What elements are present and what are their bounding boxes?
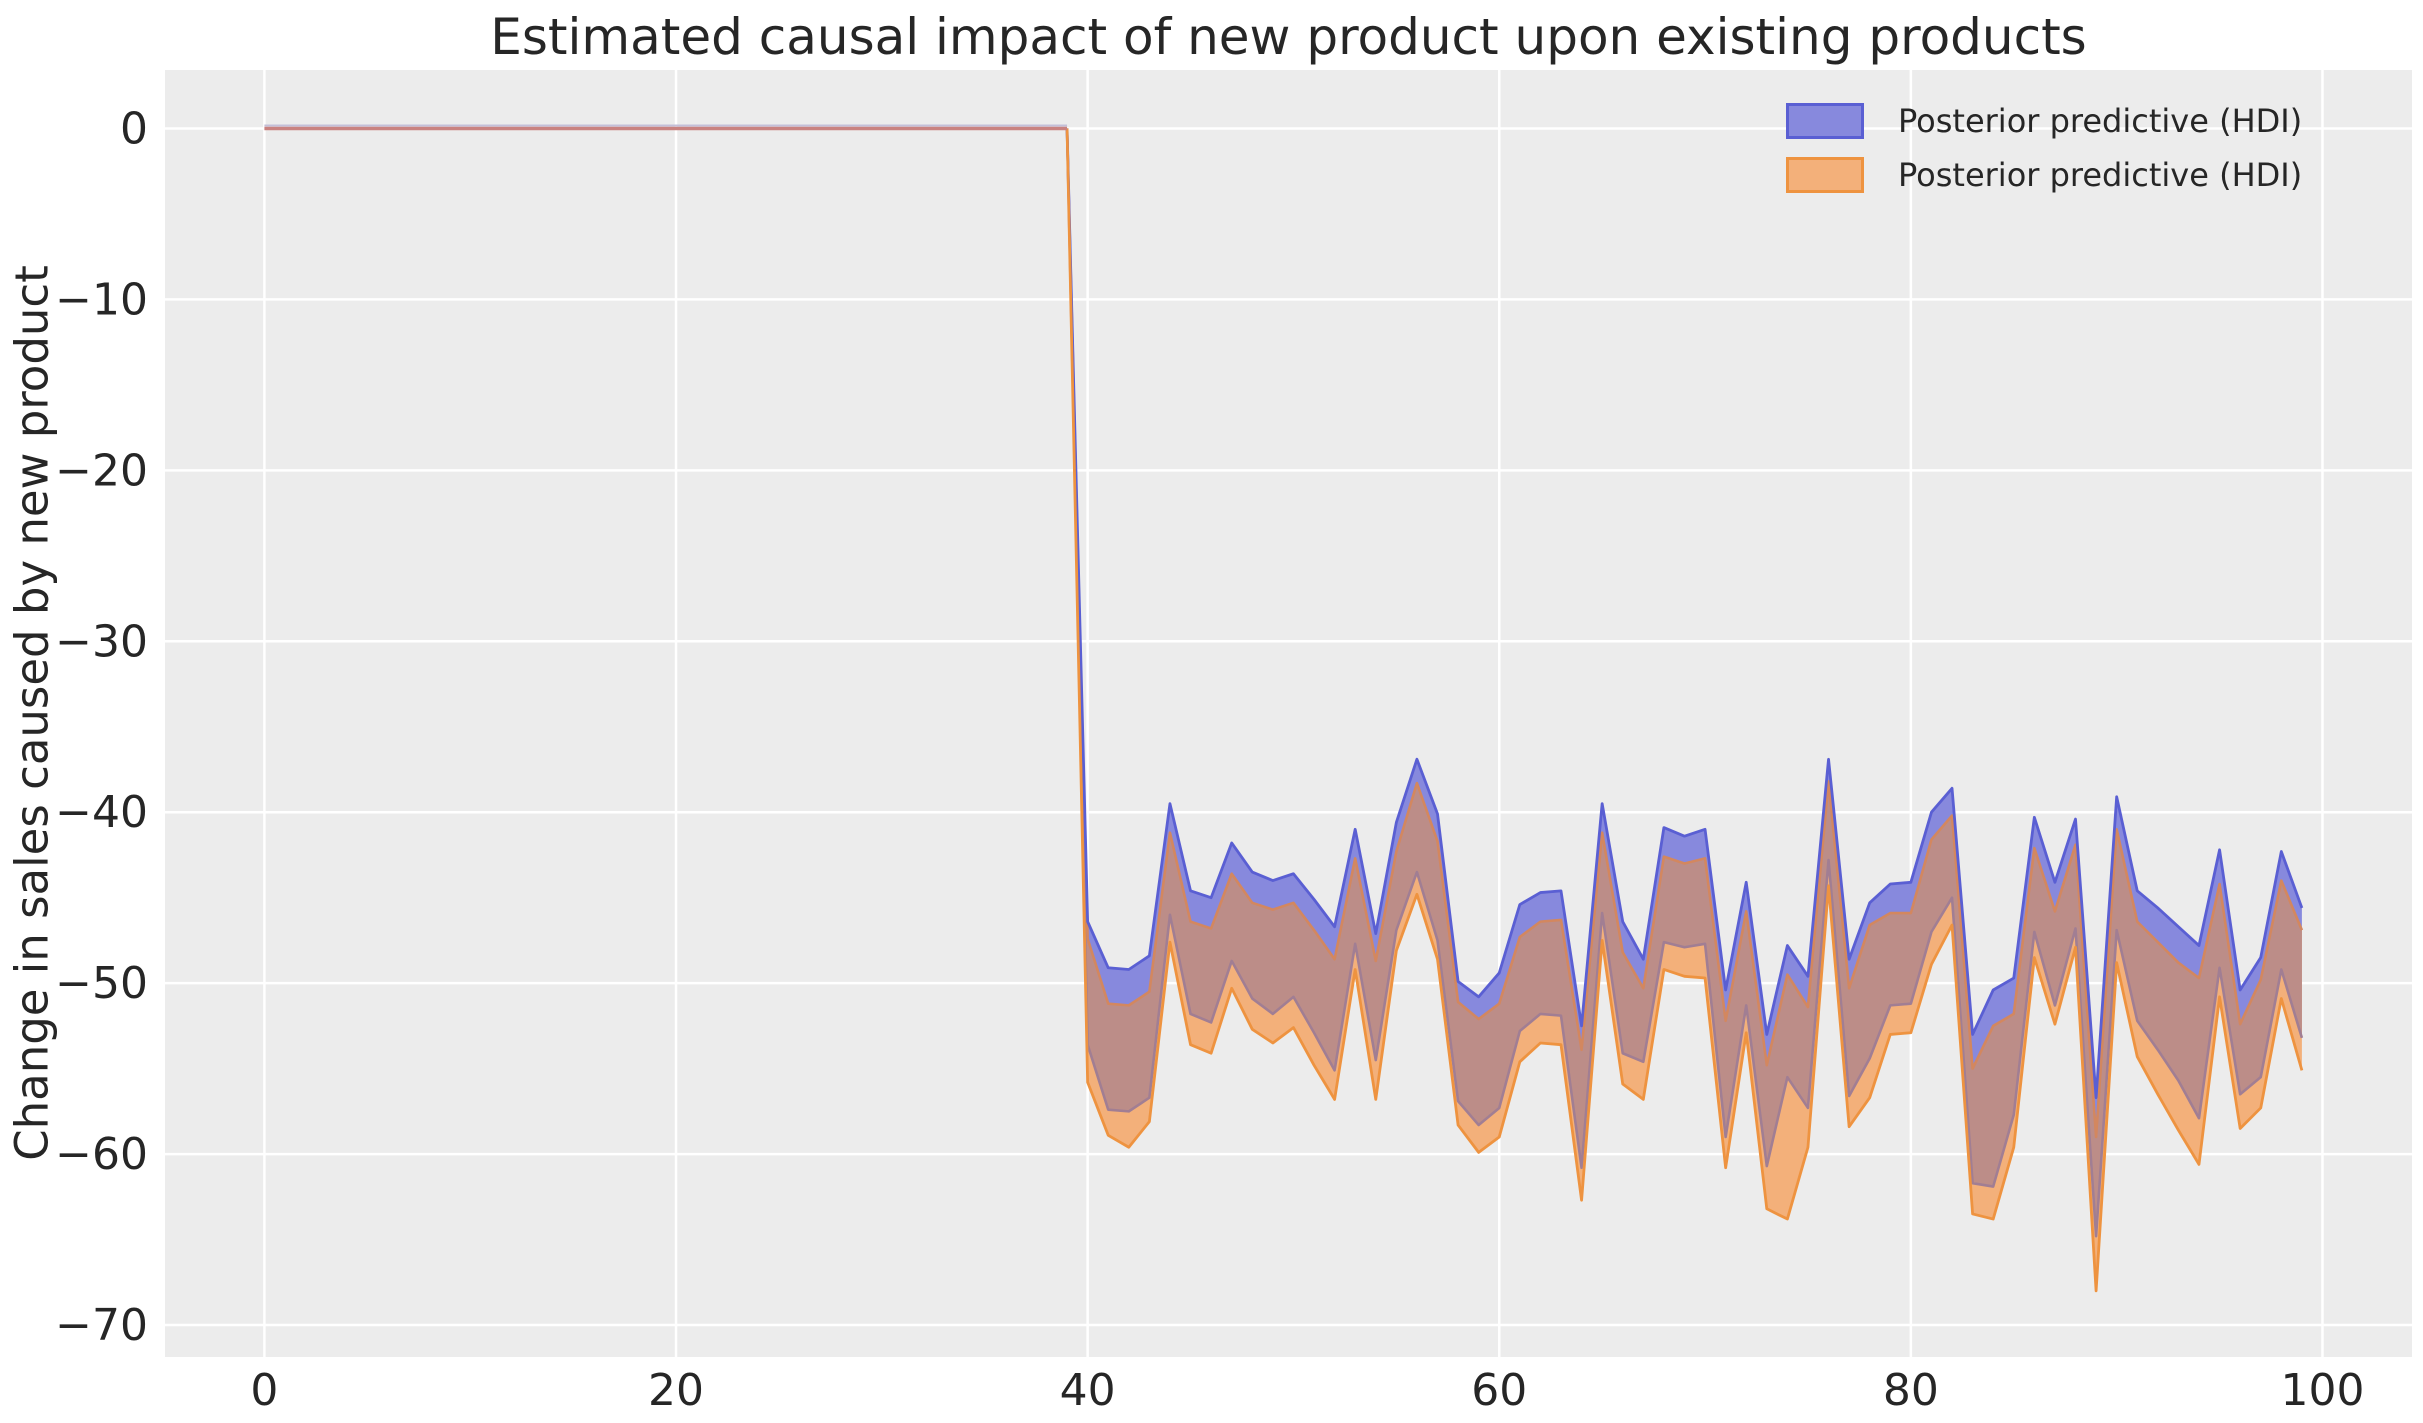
- legend-swatch-blue: [1786, 103, 1864, 139]
- blue-band-upper-edge: [1065, 128, 2304, 1100]
- band-blue: [264, 128, 2302, 1237]
- orange-band-lower-edge: [1065, 128, 2304, 1293]
- y-axis-label: Change in sales caused by new product: [5, 265, 59, 1161]
- legend-label: Posterior predictive (HDI): [1898, 156, 2303, 194]
- x-tick-label: 60: [1471, 1365, 1527, 1416]
- y-tick-label: −70: [55, 1300, 148, 1351]
- y-tick-label: −20: [55, 445, 148, 496]
- x-tick-label: 100: [2280, 1365, 2364, 1416]
- legend-item: Posterior predictive (HDI): [1786, 156, 2302, 194]
- legend-item: Posterior predictive (HDI): [1786, 102, 2302, 140]
- y-tick-label: −30: [55, 616, 148, 667]
- legend-swatch-orange: [1786, 157, 1864, 193]
- x-tick-label: 0: [250, 1365, 278, 1416]
- y-tick-label: −60: [55, 1129, 148, 1180]
- legend-label: Posterior predictive (HDI): [1898, 102, 2303, 140]
- x-tick-label: 20: [648, 1365, 704, 1416]
- y-tick-label: −40: [55, 787, 148, 838]
- blue-band-lower-edge: [1065, 128, 2304, 1238]
- orange-band-upper-edge: [1065, 128, 2304, 1139]
- legend: Posterior predictive (HDI) Posterior pre…: [1786, 102, 2302, 194]
- plot-area: [165, 70, 2412, 1357]
- y-tick-label: 0: [120, 103, 148, 154]
- y-tick-label: −50: [55, 958, 148, 1009]
- chart-title: Estimated causal impact of new product u…: [490, 8, 2087, 66]
- y-tick-label: −10: [55, 274, 148, 325]
- x-tick-label: 40: [1060, 1365, 1116, 1416]
- x-tick-label: 80: [1883, 1365, 1939, 1416]
